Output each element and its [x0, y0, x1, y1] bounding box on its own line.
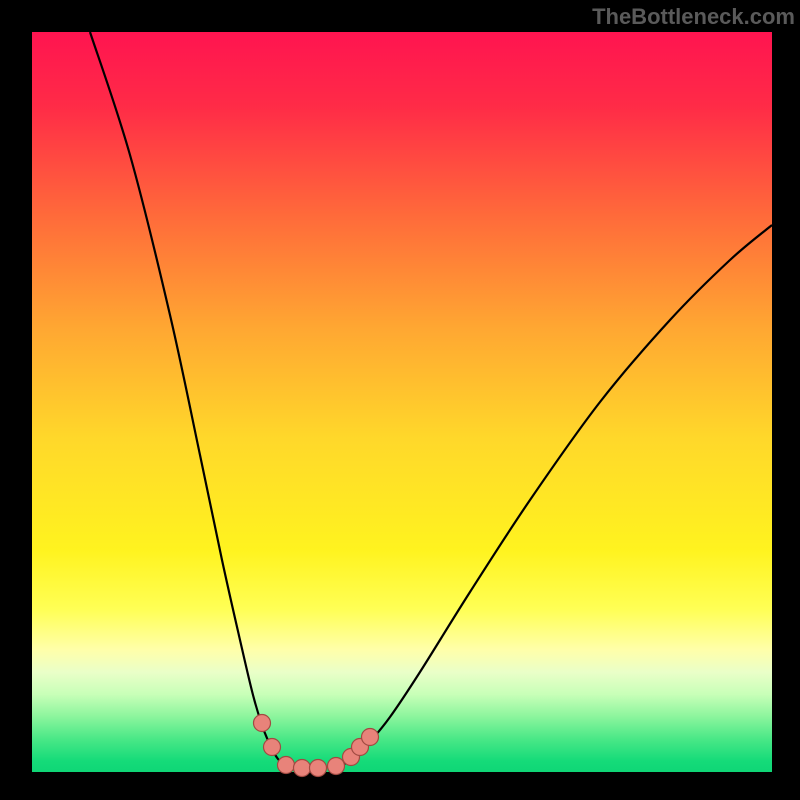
watermark-text: TheBottleneck.com: [592, 4, 795, 30]
plot-frame: [0, 0, 800, 800]
